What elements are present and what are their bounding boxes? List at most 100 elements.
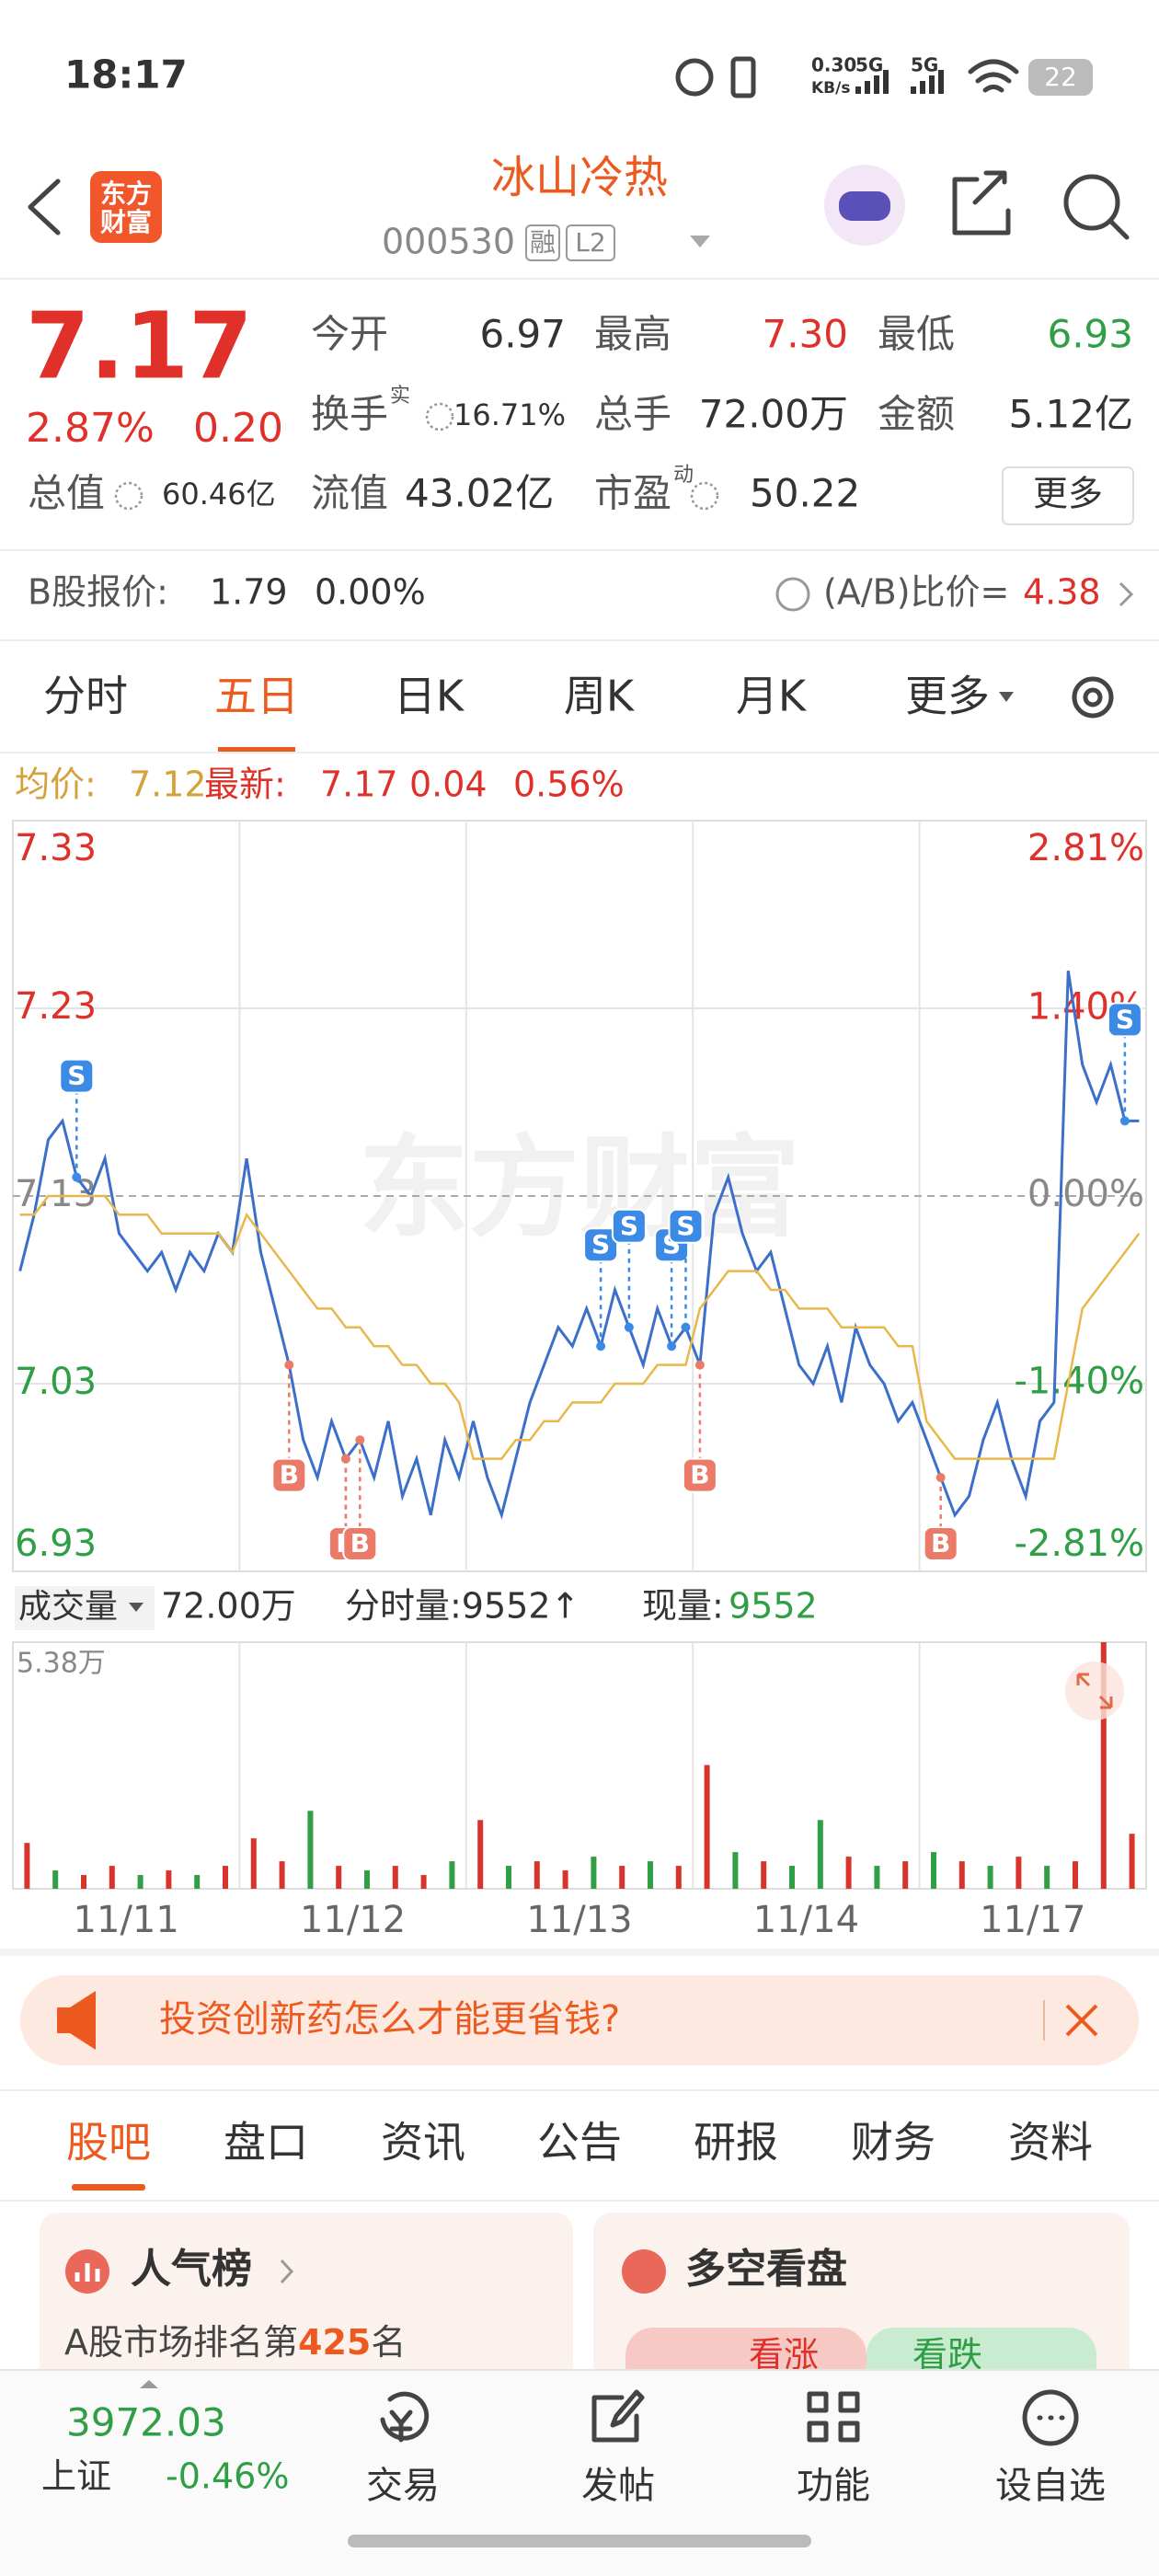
chart-tab[interactable]: 更多 [905,672,990,721]
section-tab[interactable]: 资讯 [381,2118,465,2168]
nav-label[interactable]: 功能 [797,2465,870,2507]
volume-bar [732,1852,739,1889]
field-label: 最高 [594,312,671,357]
dropdown-arrow[interactable] [690,236,710,247]
signal-label: 5G [911,54,938,76]
x-tick-label: 11/17 [980,1899,1085,1941]
back-button[interactable] [28,178,61,236]
volume-bar [931,1852,936,1889]
nav-icon[interactable] [807,2391,860,2443]
marker-dot [72,1172,82,1182]
chart-tab[interactable]: 分时 [43,672,128,721]
info-icon[interactable] [114,481,143,511]
marker-dot [1119,1116,1130,1126]
expand-arrow[interactable] [140,2380,158,2388]
volume-bar [52,1870,59,1889]
nav-icon[interactable] [380,2391,430,2443]
help-icon[interactable] [775,577,810,612]
trade-marker-label: B [690,1460,709,1490]
tag-box [525,224,560,261]
section-tab[interactable]: 研报 [694,2118,778,2168]
field-value: 50.22 [750,471,860,516]
dropdown-arrow [129,1603,143,1612]
field-label: 金额 [878,392,955,437]
volume-bar [534,1861,540,1889]
trade-marker[interactable] [1107,1002,1142,1038]
volume-bar [250,1838,257,1889]
current-volume: 9552 [729,1586,818,1627]
chart-tab[interactable]: 五日 [214,672,299,721]
volume-bar [137,1875,143,1889]
avatar-face [839,191,890,221]
ad-close[interactable] [1065,2004,1098,2037]
ad-banner[interactable] [20,1975,1139,2065]
x-tick-label: 11/12 [300,1899,406,1941]
home-indicator [348,2535,811,2547]
net-speed: 0.30 [811,54,856,76]
trade-marker[interactable] [611,1208,647,1244]
section-tab[interactable]: 财务 [851,2118,935,2168]
volume-bar [477,1820,484,1889]
share-button[interactable] [952,170,1011,236]
volume-bar [675,1866,682,1889]
chart-tab[interactable]: 周K [564,672,636,721]
settings-button[interactable] [1072,676,1114,719]
marker-dot [694,1360,705,1370]
info-icon[interactable] [425,402,454,431]
avg-price-line [19,1194,1141,1460]
field-value: 72.00万 [699,392,848,437]
more-button[interactable] [1002,466,1134,525]
section-tab[interactable]: 股吧 [66,2118,151,2168]
trade-marker[interactable] [583,1227,619,1263]
chart-tab[interactable]: 日K [394,672,465,721]
watermark: 东方财富 [359,1125,800,1253]
trade-marker[interactable] [271,1457,307,1493]
nav-label[interactable]: 设自选 [995,2465,1106,2507]
search-handle [1107,218,1130,240]
volume-bar [24,1843,30,1889]
trade-marker[interactable] [923,1526,958,1561]
stock-code: 000530 [382,222,515,262]
bear-label: 看跌 [912,2335,982,2375]
section-tab[interactable]: 资料 [1008,2118,1093,2168]
nav-label[interactable]: 交易 [366,2465,440,2507]
info-icon[interactable] [690,481,719,511]
search-button[interactable] [1063,174,1120,231]
tab-underline [218,747,295,753]
field-label: 总手 [594,392,671,437]
y-tick-label: 7.33 [15,827,97,869]
volume-bar [307,1811,314,1889]
section-tab[interactable]: 公告 [537,2118,622,2168]
logo-text: 东方 [100,178,152,209]
volume-bar [817,1820,823,1889]
chevron[interactable] [1119,581,1134,607]
nav-icon[interactable] [591,2389,645,2443]
trade-marker-label: B [350,1528,370,1558]
latest-change: 0.04 [409,765,488,805]
marker-dot [340,1454,350,1464]
trade-marker[interactable] [59,1058,95,1094]
volume-bar [845,1857,852,1889]
volume-bar [902,1861,909,1889]
expand-button[interactable] [1065,1662,1124,1720]
settings-core [1083,687,1103,707]
chart-tab[interactable]: 月K [736,672,808,721]
nav-icon[interactable] [1022,2389,1079,2446]
card-title: 人气榜 [131,2246,252,2293]
volume-bar [1073,1861,1078,1889]
trade-marker[interactable] [668,1208,704,1244]
trade-marker[interactable] [342,1526,378,1561]
volume-selector[interactable] [15,1586,155,1630]
popularity-card[interactable] [40,2213,573,2397]
marker-dot [596,1341,606,1351]
dropdown-arrow [999,692,1014,702]
section-tab[interactable]: 盘口 [224,2118,308,2168]
trade-marker-label: S [591,1229,610,1259]
marker-dot [284,1360,294,1370]
stock-name: 冰山冷热 [491,152,668,203]
trade-marker[interactable] [682,1457,717,1493]
volume-bar [420,1875,427,1889]
rank-prefix: A股市场排名第425名 [64,2322,406,2363]
nav-label[interactable]: 发帖 [581,2465,655,2507]
ab-ratio: 4.38 [1023,572,1101,613]
